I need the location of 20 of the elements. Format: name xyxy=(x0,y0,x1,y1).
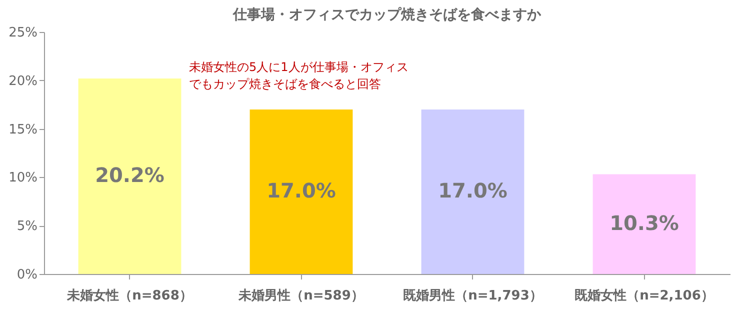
data-label: 17.0% xyxy=(438,178,508,203)
y-tick-label: 0% xyxy=(16,268,38,282)
data-label: 17.0% xyxy=(266,178,336,203)
y-tick-label: 5% xyxy=(16,219,38,234)
chart-title: 仕事場・オフィスでカップ焼きそばを食べますか xyxy=(232,6,542,23)
y-tick-label: 10% xyxy=(8,170,38,186)
x-tick-label: 未婚男性（n=589） xyxy=(238,288,364,304)
bar xyxy=(592,174,696,274)
data-label: 20.2% xyxy=(95,163,164,188)
x-tick-label: 既婚男性（n=1,793） xyxy=(403,288,542,304)
y-tick-label: 20% xyxy=(8,74,38,89)
x-tick-label: 既婚女性（n=2,106） xyxy=(574,288,714,304)
y-tick-label: 25% xyxy=(8,26,38,40)
data-label: 10.3% xyxy=(610,211,679,236)
bar xyxy=(421,109,524,274)
annotation: 未婚女性の5人に1人が仕事場・オフィスでもカップ焼きそばを食べると回答 xyxy=(189,60,408,91)
y-tick-label: 15% xyxy=(8,122,38,138)
bar xyxy=(78,78,182,274)
bar xyxy=(250,109,353,274)
x-tick-label: 未婚女性（n=868） xyxy=(66,288,192,304)
